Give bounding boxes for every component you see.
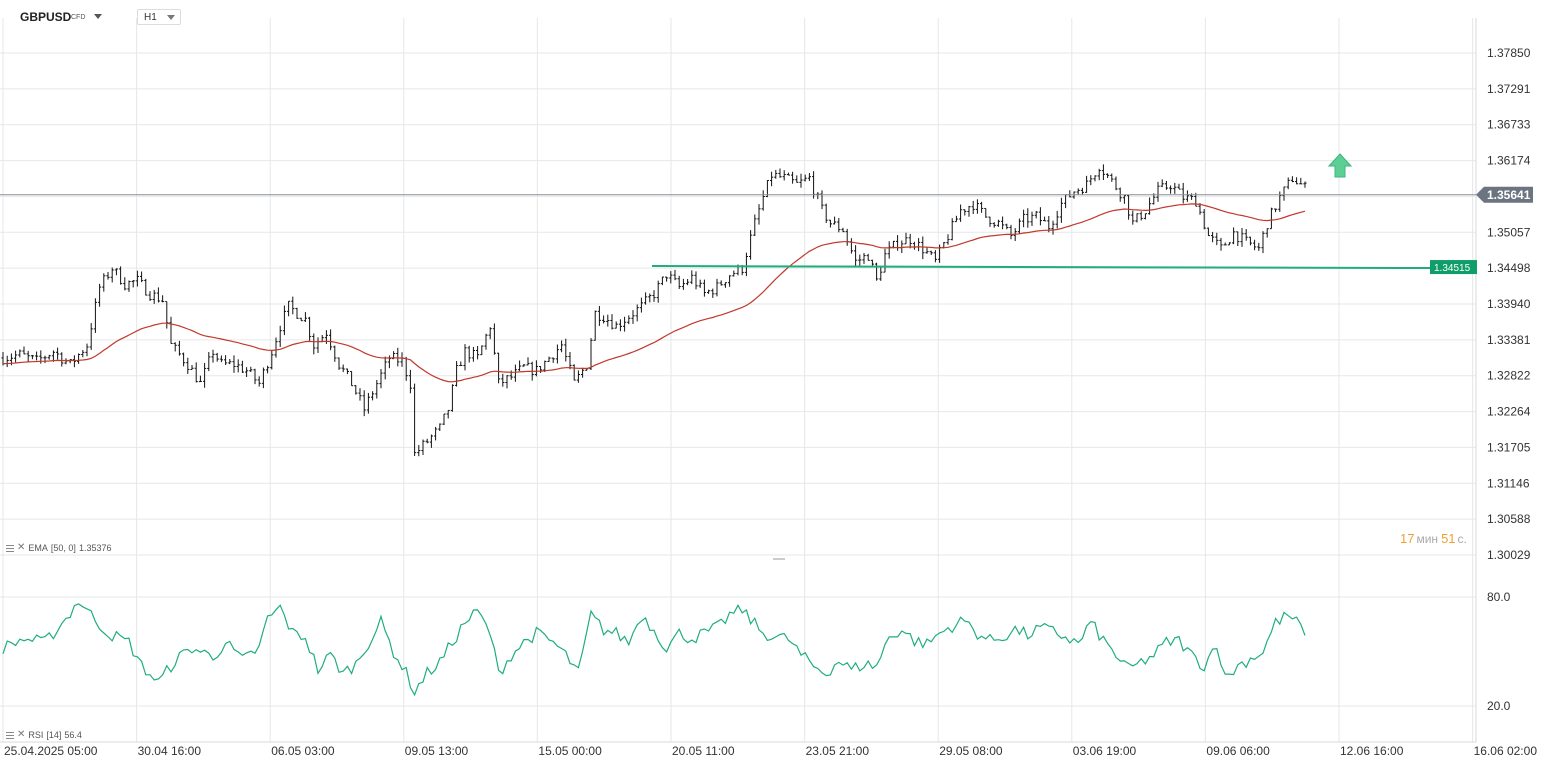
price-tick-label: 1.31146	[1487, 476, 1530, 490]
time-tick-label: 23.05 21:00	[806, 744, 870, 758]
timeframe-label: H1	[144, 12, 157, 23]
time-axis[interactable]: 25.04.2025 05:00 30.04 16:00 06.05 03:00 09…	[4, 744, 1537, 758]
close-icon[interactable]: ✕	[17, 729, 26, 740]
timer-seconds-unit: с.	[1457, 532, 1467, 546]
timer-minutes: 17	[1400, 531, 1415, 546]
ema-indicator-label: ✕ EMA [50, 0] 1.35376	[6, 543, 111, 553]
rsi-indicator-label: ✕ RSI [14] 56.4	[6, 730, 82, 740]
ema-value: 1.35376	[78, 543, 112, 553]
chevron-down-icon[interactable]	[94, 14, 102, 19]
time-tick-label: 15.05 00:00	[538, 744, 602, 758]
price-axis[interactable]: 1.378501.372911.367331.361741.356151.350…	[1487, 46, 1531, 562]
grid-lines	[0, 18, 1477, 743]
time-tick-label: 12.06 16:00	[1340, 744, 1404, 758]
price-tick-label: 1.36733	[1487, 118, 1531, 132]
time-tick-label: 03.06 19:00	[1073, 744, 1137, 758]
close-icon[interactable]: ✕	[17, 542, 26, 553]
price-tick-label: 1.35057	[1487, 225, 1531, 239]
ema-name: EMA	[28, 543, 48, 553]
candlestick-series	[1, 164, 1307, 457]
rsi-name: RSI	[28, 730, 44, 740]
time-tick-label: 25.04.2025 05:00	[4, 744, 98, 758]
price-tick-label: 1.31705	[1487, 440, 1531, 454]
price-tick-label: 1.36174	[1487, 154, 1531, 168]
price-tick-label: 1.37850	[1487, 46, 1531, 60]
up-arrow-shape	[1327, 153, 1353, 178]
current-price-tag	[1476, 186, 1533, 203]
price-tick-label: 1.32822	[1487, 369, 1531, 383]
price-tags: 1.35641 1.34515	[1430, 186, 1533, 275]
ema-params: [50, 0]	[50, 543, 76, 553]
timer-minutes-unit: мин	[1416, 532, 1439, 546]
time-tick-label: 06.05 03:00	[271, 744, 335, 758]
time-tick-label: 30.04 16:00	[138, 744, 202, 758]
rsi-params: [14]	[46, 730, 62, 740]
price-tick-label: 1.30588	[1487, 512, 1531, 526]
chevron-down-icon	[167, 15, 175, 20]
timer-seconds: 51	[1441, 531, 1456, 546]
price-tick-label: 1.30029	[1487, 548, 1531, 562]
price-tick-label: 1.37291	[1487, 82, 1531, 96]
symbol-name[interactable]: GBPUSD	[20, 10, 72, 24]
candle-countdown: 17 мин 51 с.	[1400, 531, 1470, 546]
ema-line	[2, 203, 1306, 383]
price-tick-label: 1.33381	[1487, 333, 1531, 347]
current-price-label: 1.35641	[1487, 188, 1531, 202]
price-tick-label: 1.33940	[1487, 297, 1531, 311]
time-tick-label: 09.06 06:00	[1206, 744, 1270, 758]
rsi-value: 56.4	[64, 730, 82, 740]
time-tick-label: 29.05 08:00	[939, 744, 1003, 758]
horizontal-level-line[interactable]	[651, 265, 1431, 270]
price-tick-label: 1.34498	[1487, 261, 1531, 275]
symbol-type: CFD	[71, 14, 86, 21]
chart-toolbar: GBPUSD CFD H1	[0, 0, 600, 34]
rsi-axis: 80.0 20.0	[1487, 590, 1511, 713]
rsi-tick-label: 80.0	[1487, 590, 1511, 604]
time-tick-label: 09.05 13:00	[405, 744, 469, 758]
rsi-tick-label: 20.0	[1487, 699, 1511, 713]
rsi-line	[2, 603, 1306, 697]
settings-icon[interactable]	[6, 544, 14, 552]
level-price-tag	[1430, 260, 1477, 275]
settings-icon[interactable]	[6, 731, 14, 739]
time-tick-label: 16.06 02:00	[1474, 744, 1538, 758]
level-price-label: 1.34515	[1434, 263, 1471, 274]
timeframe-select[interactable]: H1	[137, 9, 181, 25]
price-tick-label: 1.32264	[1487, 405, 1531, 419]
up-arrow-icon	[1327, 153, 1353, 178]
time-tick-label: 20.05 11:00	[672, 744, 735, 758]
